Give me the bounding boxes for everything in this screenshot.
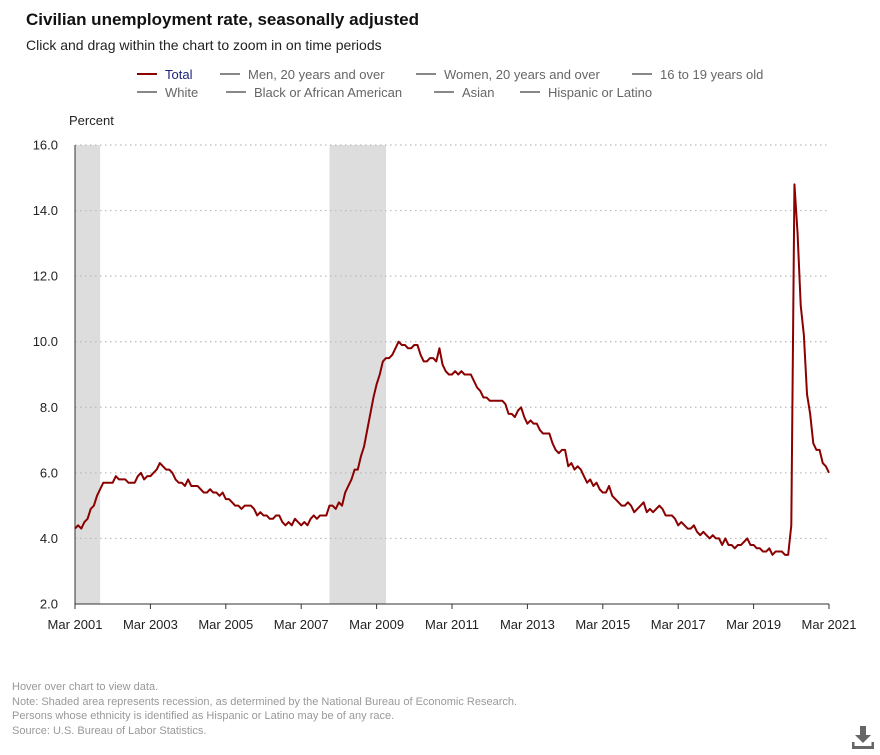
legend-label: Men, 20 years and over — [248, 66, 385, 82]
y-tick-label: 4.0 — [40, 531, 58, 546]
axes: 2.0 4.0 6.0 8.0 10.0 12.0 14.0 16.0 Mar 2001 Mar … — [33, 138, 857, 633]
ethnicity-note: Persons whose ethnicity is identified as… — [12, 710, 395, 722]
series-line-total[interactable] — [74, 183, 830, 556]
y-tick-label: 16.0 — [33, 138, 58, 153]
x-tick-label: Mar 2005 — [198, 617, 253, 632]
legend-swatch — [137, 73, 157, 75]
legend-swatch — [137, 91, 157, 93]
recession-band-1 — [329, 145, 387, 604]
footnotes: Hover over chart to view data. Note: Sha… — [12, 680, 517, 738]
legend-swatch — [434, 91, 454, 93]
series-layer — [74, 183, 830, 556]
legend-label: Asian — [462, 84, 495, 100]
y-axis-label: Percent — [69, 113, 114, 128]
x-tick-label: Mar 2021 — [802, 617, 857, 632]
y-tick-label: 12.0 — [33, 269, 58, 284]
legend-item-total[interactable]: Total — [137, 66, 192, 82]
gridlines — [75, 144, 829, 540]
recession-band-0 — [75, 145, 101, 604]
x-tick-label: Mar 2003 — [123, 617, 178, 632]
legend-item-women[interactable]: Women, 20 years and over — [416, 66, 600, 82]
legend-item-asian[interactable]: Asian — [434, 84, 495, 100]
y-tick-label: 10.0 — [33, 334, 58, 349]
legend-label: White — [165, 84, 199, 100]
y-tick-label: 6.0 — [40, 465, 58, 480]
x-tick-label: Mar 2009 — [349, 617, 404, 632]
x-tick-label: Mar 2001 — [48, 617, 103, 632]
recession-shading-layer — [75, 145, 387, 604]
legend-label: Women, 20 years and over — [444, 66, 600, 82]
source-note: Source: U.S. Bureau of Labor Statistics. — [12, 724, 207, 737]
legend-label: Total — [165, 66, 193, 82]
legend-item-teens[interactable]: 16 to 19 years old — [632, 66, 763, 82]
legend-item-men[interactable]: Men, 20 years and over — [220, 66, 385, 82]
legend-label: Black or African American — [254, 84, 403, 100]
x-tick-label: Mar 2017 — [651, 617, 706, 632]
legend-item-white[interactable]: White — [137, 84, 198, 100]
line-chart[interactable]: 2.0 4.0 6.0 8.0 10.0 12.0 14.0 16.0 Mar 2001 Mar … — [0, 0, 880, 680]
download-button[interactable] — [850, 724, 876, 750]
chart-title: Civilian unemployment rate, seasonally a… — [26, 10, 420, 29]
legend-swatch — [220, 73, 240, 75]
y-tick-label: 14.0 — [33, 203, 58, 218]
x-tick-label: Mar 2015 — [575, 617, 630, 632]
y-tick-label: 2.0 — [40, 597, 58, 612]
recession-note: Note: Shaded area represents recession, … — [12, 695, 518, 708]
x-tick-label: Mar 2019 — [726, 617, 781, 632]
legend-swatch — [416, 73, 436, 75]
x-tick-label: Mar 2011 — [425, 617, 479, 632]
legend-swatch — [226, 91, 246, 93]
legend-label: 16 to 19 years old — [660, 66, 764, 82]
legend-label: Hispanic or Latino — [548, 84, 653, 100]
legend-item-black[interactable]: Black or African American — [226, 84, 402, 100]
download-icon — [852, 726, 874, 749]
legend-item-hispanic[interactable]: Hispanic or Latino — [520, 84, 652, 100]
x-tick-label: Mar 2007 — [274, 617, 329, 632]
legend-swatch — [520, 91, 540, 93]
chart-subtitle: Click and drag within the chart to zoom … — [26, 37, 382, 53]
hover-hint: Hover over chart to view data. — [12, 681, 159, 693]
x-tick-label: Mar 2013 — [500, 617, 555, 632]
legend-swatch — [632, 73, 652, 75]
y-tick-label: 8.0 — [40, 400, 58, 415]
